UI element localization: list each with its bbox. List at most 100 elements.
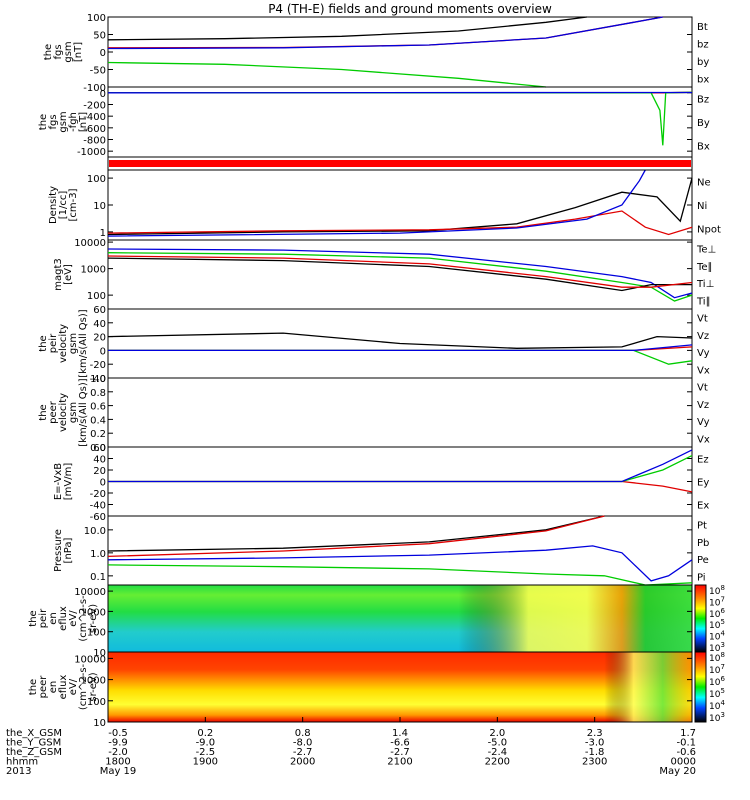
colorbar-tick-label: 106	[709, 675, 725, 688]
y-tick-label: 100	[87, 13, 106, 24]
series-line-pt	[107, 515, 605, 552]
y-axis-label-line: the	[38, 335, 49, 351]
y-tick-label: 0.2	[90, 429, 106, 440]
y-tick-label: 10000	[74, 654, 106, 665]
y-axis-label-pressure: Pressure [nPa]	[53, 529, 74, 572]
y-axis-label-line: -fgh	[68, 112, 79, 132]
legend-entry: Te⊥	[696, 245, 716, 256]
y-axis-label-line: peer	[38, 675, 49, 699]
legend-entry: bx	[697, 74, 709, 85]
axis-row-value: -9.0	[196, 738, 216, 749]
legend-entry: Npot	[697, 224, 721, 235]
panel-frame-pressure	[107, 515, 693, 586]
series-line-vt	[107, 332, 693, 349]
y-axis-label-line: [nPa]	[63, 537, 74, 563]
flag-bar	[109, 160, 691, 167]
y-axis-label-line: Density	[48, 186, 59, 224]
y-axis-label-line: gsm	[58, 111, 69, 132]
axis-row-value: -8.0	[293, 738, 313, 749]
series-line-bt	[107, 16, 587, 41]
y-tick-label: 1000	[81, 607, 106, 618]
y-tick-label: 0.0	[90, 443, 106, 454]
axis-row-value: -2.5	[196, 747, 216, 758]
legend-entry: Bz	[697, 95, 709, 106]
y-axis-label-line: [km/s(All Qs)]	[78, 378, 89, 446]
colorbar-tick-label: 104	[709, 630, 725, 643]
legend-entry: Bx	[697, 141, 710, 152]
colorbar-tick-label: 108	[709, 651, 725, 664]
y-axis-label-line: the	[28, 610, 39, 626]
y-axis-label-line: the	[38, 114, 49, 130]
series-line-pe	[107, 564, 693, 586]
y-tick-label: 10000	[74, 238, 106, 249]
panel-frame-fgh	[107, 86, 693, 158]
axis-row-value: -0.1	[676, 738, 696, 749]
y-axis-label-line: velocity	[58, 324, 69, 363]
colorbar-tick-label: 104	[709, 699, 725, 712]
series-line-ti	[107, 252, 693, 302]
y-axis-label-line: eflux	[58, 675, 69, 700]
y-tick-label: 60	[93, 443, 106, 454]
y-tick-label: 100	[87, 628, 106, 639]
spectrogram-overlay	[108, 652, 692, 722]
y-tick-label: 100	[87, 174, 106, 185]
series-line-npot	[107, 169, 646, 237]
y-axis-label-fgs: the fgs gsm [nT]	[43, 41, 84, 62]
legend-entry: Vt	[697, 383, 708, 394]
axis-year: 2013	[6, 766, 31, 777]
y-axis-label-line: gsm	[68, 333, 79, 354]
series-line-bx	[107, 16, 663, 50]
y-axis-label-line: [nT]	[78, 112, 89, 132]
axis-row-value: 1900	[193, 757, 218, 768]
axis-row-value: 2300	[582, 757, 607, 768]
y-axis-label-line: peir	[38, 608, 49, 628]
y-tick-label: 10	[93, 201, 106, 212]
y-tick-label: 0.1	[90, 572, 106, 583]
colorbar-tick-label: 105	[709, 687, 725, 700]
y-tick-label: 0.4	[90, 415, 106, 426]
y-axis-label-efield: E=-VxB [mV/m]	[53, 463, 74, 501]
legend-entry: By	[697, 118, 710, 129]
y-axis-label-line: [1/cc]	[58, 191, 69, 220]
panel-frame-peer_velocity	[107, 377, 693, 448]
axis-row-value: -2.7	[390, 747, 410, 758]
colorbar-tick-label: 103	[709, 641, 725, 654]
y-axis-label-line: (cm^2-s-	[78, 595, 89, 642]
y-tick-label: 1	[100, 228, 106, 239]
axis-row-value: 0.8	[295, 728, 311, 739]
axis-row-value: -2.7	[293, 747, 313, 758]
y-axis-label-line: [km/s(All Qs)]	[78, 309, 89, 377]
axis-row-value: 1800	[105, 757, 130, 768]
series-line-by	[107, 61, 547, 88]
y-axis-label-line: magt3	[53, 258, 64, 291]
y-axis-label-line: [cm-3]	[68, 188, 79, 221]
axis-row-value: -0.5	[108, 728, 128, 739]
y-tick-label: 100	[87, 291, 106, 302]
colorbar-tick-label: 107	[709, 663, 725, 676]
axis-row-value: -9.9	[108, 738, 128, 749]
y-tick-label: 1000	[81, 676, 106, 687]
y-tick-label: 10	[93, 648, 106, 659]
legend-entry: Ex	[697, 501, 709, 512]
legend-entry: Pi	[697, 572, 706, 583]
series-line-pi	[107, 545, 693, 582]
y-tick-label: -40	[90, 374, 106, 385]
axis-row-value: -2.0	[108, 747, 128, 758]
colorbar-tick-label: 108	[709, 584, 725, 597]
series-line-vx	[108, 344, 693, 352]
axis-date-end: May 20	[659, 766, 696, 777]
y-tick-label: 0	[100, 48, 106, 59]
axis-row-value: 0.2	[197, 728, 213, 739]
series-line-pb	[107, 515, 605, 558]
legend-entry: Ni	[697, 201, 707, 212]
series-line-ni	[107, 177, 693, 236]
series-line-ex	[108, 449, 693, 483]
axis-row-value: -2.4	[488, 747, 508, 758]
y-axis-label-line: Pressure	[53, 529, 64, 572]
y-axis-label-line: peir	[48, 333, 59, 353]
y-axis-label-line: sr-eV)	[88, 672, 99, 701]
y-tick-label: -400	[83, 112, 106, 123]
legend-entry: Pb	[697, 538, 709, 549]
y-tick-label: 0	[100, 478, 106, 489]
y-tick-label: -50	[90, 66, 106, 77]
